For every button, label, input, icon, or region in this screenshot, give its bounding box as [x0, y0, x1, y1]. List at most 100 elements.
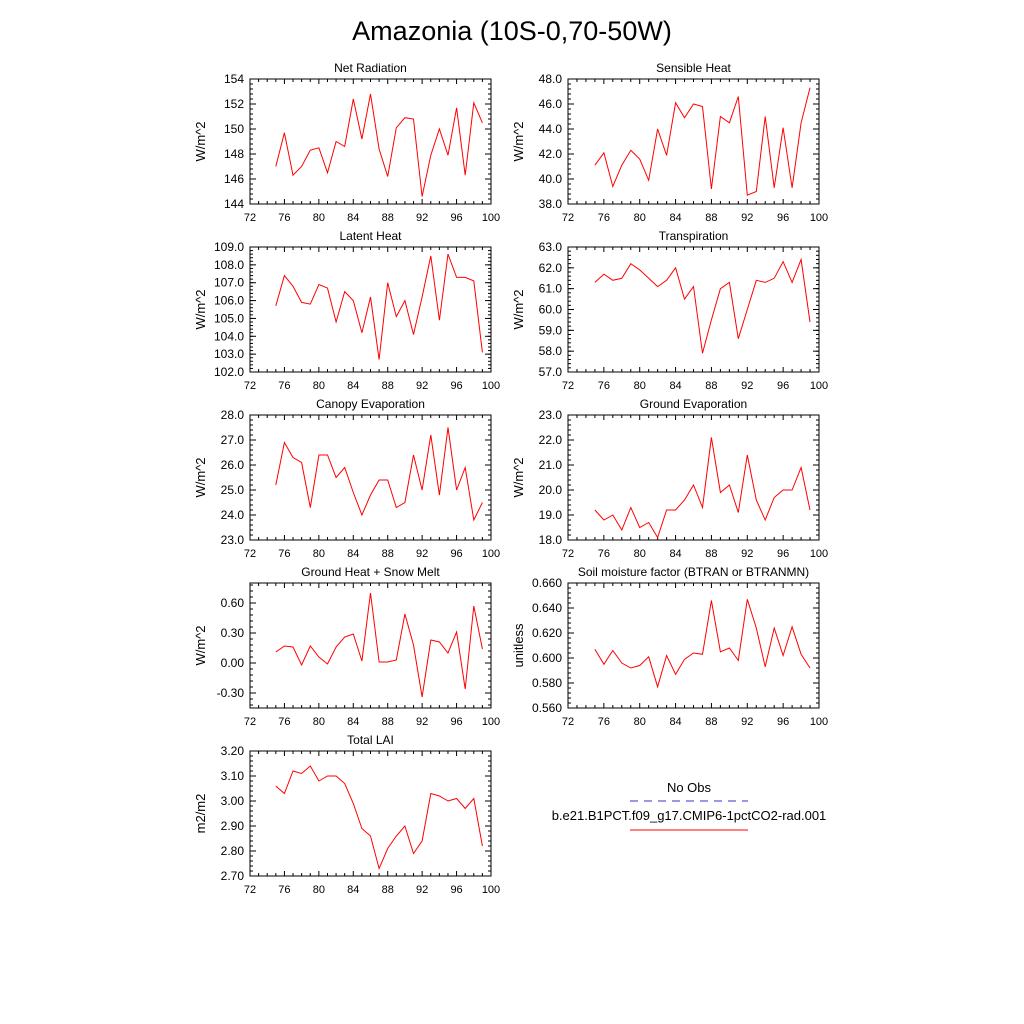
chart-panel: Sensible Heat 72 76 80 84 88 92 96 100 38.0 40.0 42… [511, 61, 828, 224]
y-axis-label: m2/m2 [193, 794, 208, 834]
y-tick-label: 60.0 [539, 303, 563, 317]
series-line [275, 592, 483, 698]
x-tick-label: 76 [598, 212, 610, 224]
x-tick-label: 88 [382, 716, 394, 728]
x-tick-label: 80 [634, 212, 646, 224]
x-tick-label: 72 [244, 884, 256, 896]
y-tick-label: 40.0 [539, 172, 563, 186]
x-tick-label: 96 [450, 212, 462, 224]
x-tick-label: 92 [416, 380, 428, 392]
chart-panel: Latent Heat 72 76 80 84 88 92 96 100 102.0 103.0 10… [193, 229, 500, 392]
y-tick-label: 109.0 [214, 240, 244, 254]
x-tick-label: 80 [313, 716, 325, 728]
y-tick-label: 63.0 [539, 240, 563, 254]
y-tick-label: 0.580 [532, 676, 562, 690]
x-tick-label: 92 [741, 212, 753, 224]
y-tick-label: 0.640 [532, 601, 562, 615]
x-tick-label: 84 [347, 716, 359, 728]
y-tick-label: -0.30 [217, 686, 245, 700]
y-tick-label: 46.0 [539, 97, 563, 111]
y-tick-label: 0.600 [532, 651, 562, 665]
x-tick-label: 72 [562, 716, 574, 728]
y-tick-label: 48.0 [539, 72, 563, 86]
x-tick-label: 88 [705, 380, 717, 392]
series-line [275, 93, 483, 197]
y-tick-label: 20.0 [539, 483, 563, 497]
chart-panel: Transpiration 72 76 80 84 88 92 96 100 57.0 58.0 59… [511, 229, 828, 392]
x-tick-label: 76 [278, 380, 290, 392]
x-tick-label: 92 [416, 716, 428, 728]
panel-title: Ground Heat + Snow Melt [301, 565, 440, 579]
series-line [275, 253, 483, 360]
x-tick-label: 88 [382, 884, 394, 896]
x-tick-label: 84 [669, 380, 681, 392]
x-tick-label: 72 [244, 380, 256, 392]
panel-title: Sensible Heat [656, 61, 731, 75]
x-tick-label: 80 [634, 548, 646, 560]
y-tick-label: 104.0 [214, 329, 244, 343]
panel-title: Transpiration [659, 229, 729, 243]
x-tick-label: 72 [244, 716, 256, 728]
y-tick-label: 150 [224, 122, 244, 136]
series-line [275, 427, 483, 522]
y-axis-label: W/m^2 [193, 289, 208, 329]
x-tick-label: 92 [741, 380, 753, 392]
y-tick-label: 58.0 [539, 344, 563, 358]
y-tick-label: 59.0 [539, 323, 563, 337]
x-tick-label: 100 [810, 716, 828, 728]
legend-label-model: b.e21.B1PCT.f09_g17.CMIP6-1pctCO2-rad.00… [552, 808, 827, 823]
y-tick-label: 0.60 [221, 596, 245, 610]
y-tick-label: 23.0 [539, 408, 563, 422]
x-tick-label: 72 [562, 380, 574, 392]
y-tick-label: 3.20 [221, 744, 245, 758]
x-tick-label: 80 [313, 884, 325, 896]
x-tick-label: 92 [416, 212, 428, 224]
y-tick-label: 148 [224, 147, 244, 161]
x-tick-label: 92 [416, 548, 428, 560]
x-tick-label: 76 [278, 548, 290, 560]
x-tick-label: 100 [482, 380, 500, 392]
x-tick-label: 96 [450, 884, 462, 896]
x-tick-label: 100 [482, 212, 500, 224]
y-tick-label: 2.70 [221, 869, 245, 883]
y-tick-label: 0.660 [532, 576, 562, 590]
x-tick-label: 84 [347, 548, 359, 560]
x-tick-label: 100 [482, 884, 500, 896]
x-tick-label: 96 [777, 548, 789, 560]
y-tick-label: 62.0 [539, 261, 563, 275]
y-tick-label: 21.0 [539, 458, 563, 472]
x-tick-label: 96 [777, 212, 789, 224]
panel-title: Ground Evaporation [640, 397, 747, 411]
y-tick-label: 44.0 [539, 122, 563, 136]
series-line [594, 257, 811, 354]
panels: Net Radiation 72 76 80 84 88 92 96 100 144 146 148 1… [193, 61, 828, 896]
y-tick-label: 3.10 [221, 769, 245, 783]
y-axis-label: W/m^2 [193, 457, 208, 497]
chart-panel: Ground Evaporation 72 76 80 84 88 92 96 100 18.0 1… [511, 397, 828, 560]
x-tick-label: 84 [347, 380, 359, 392]
y-tick-label: 25.0 [221, 483, 245, 497]
x-tick-label: 88 [705, 716, 717, 728]
x-tick-label: 76 [598, 380, 610, 392]
y-axis-label: W/m^2 [193, 625, 208, 665]
series-line [594, 599, 811, 689]
x-tick-label: 88 [705, 212, 717, 224]
x-tick-label: 80 [634, 716, 646, 728]
series-line [594, 437, 811, 539]
chart-panel: Soil moisture factor (BTRAN or BTRANMN) 7… [511, 565, 828, 728]
y-tick-label: 61.0 [539, 282, 563, 296]
panel-title: Soil moisture factor (BTRAN or BTRANMN) [578, 565, 809, 579]
x-tick-label: 80 [634, 380, 646, 392]
x-tick-label: 76 [278, 212, 290, 224]
x-tick-label: 96 [450, 716, 462, 728]
x-tick-label: 96 [450, 548, 462, 560]
x-tick-label: 84 [669, 716, 681, 728]
y-tick-label: 152 [224, 97, 244, 111]
x-tick-label: 76 [278, 716, 290, 728]
x-tick-label: 96 [450, 380, 462, 392]
y-tick-label: 0.30 [221, 626, 245, 640]
x-tick-label: 100 [810, 212, 828, 224]
y-tick-label: 107.0 [214, 276, 244, 290]
y-tick-label: 57.0 [539, 365, 563, 379]
